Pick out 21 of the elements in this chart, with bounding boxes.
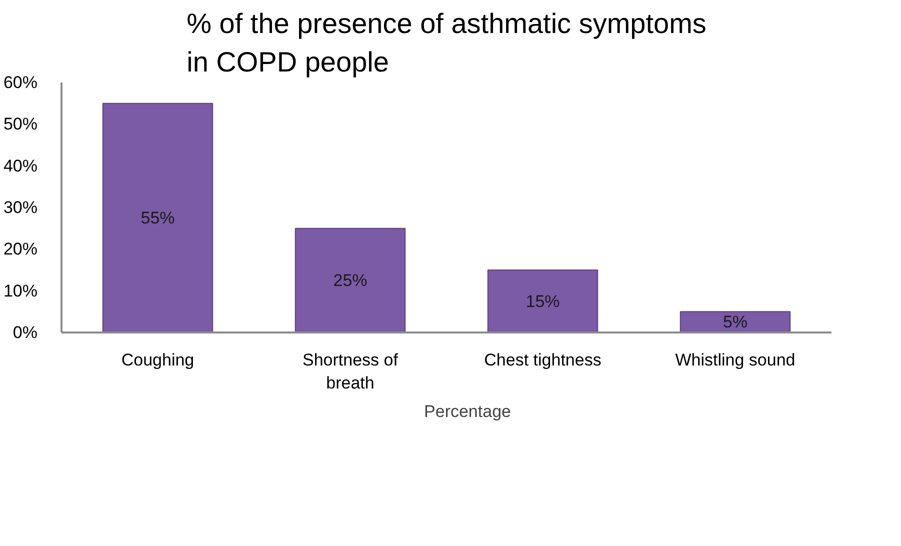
text: Percentage [424, 402, 511, 422]
data-label: 25% [333, 270, 368, 290]
data-label: 5% [722, 312, 748, 332]
x-tick-label: Whistling sound [675, 350, 796, 370]
bar [102, 102, 214, 332]
bar [294, 228, 406, 332]
y-tick-label: 30% [3, 198, 38, 217]
y-tick-label: 40% [3, 156, 38, 176]
chart-title: % of the presence of asthmatic symptoms in COPD people [186, 8, 706, 78]
bar [487, 270, 598, 332]
y-tick-label: 10% [3, 281, 38, 300]
data-label: 15% [526, 292, 560, 311]
x-tick-label: Coughing [121, 350, 194, 370]
y-tick-label: 0% [12, 323, 38, 342]
y-tick-label: 50% [3, 114, 38, 134]
y-tick-label: 60% [3, 73, 38, 92]
data-label: 55% [140, 208, 175, 228]
x-tick-label: Shortness of breath [302, 350, 398, 392]
y-tick-label: 20% [3, 240, 38, 259]
bar [680, 311, 791, 332]
x-tick-label: Chest tightness [484, 350, 602, 370]
